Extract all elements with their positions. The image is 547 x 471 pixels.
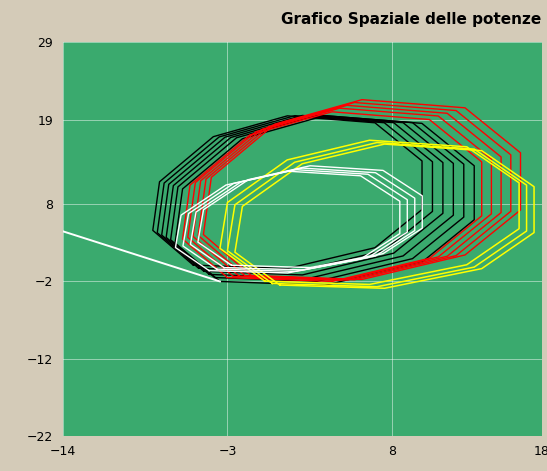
Text: Grafico Spaziale delle potenze: Grafico Spaziale delle potenze	[281, 12, 542, 27]
